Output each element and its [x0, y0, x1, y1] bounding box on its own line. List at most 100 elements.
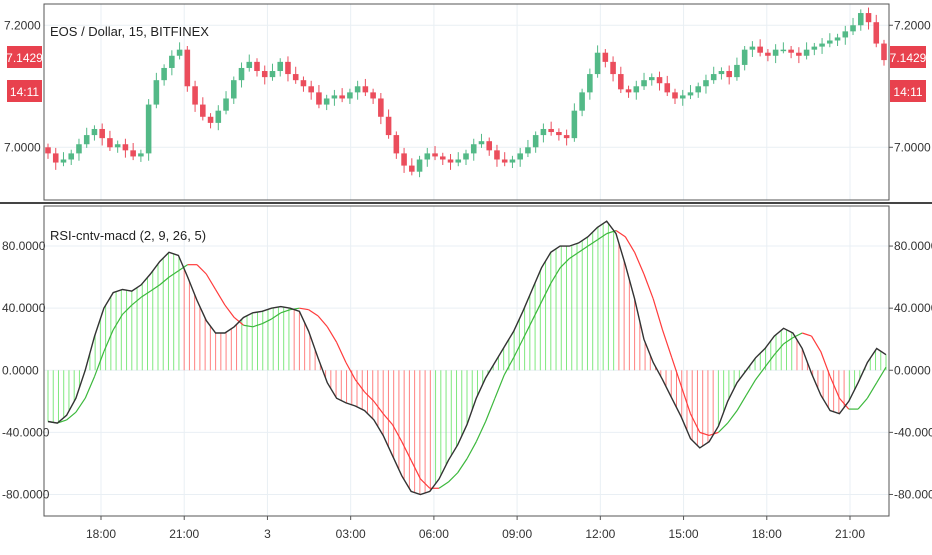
candle-body [76, 144, 82, 154]
candle-body [625, 89, 632, 93]
candle-body [827, 40, 833, 44]
candle-body [757, 46, 763, 53]
candle-body [192, 86, 198, 105]
signal-line-segment [783, 337, 794, 345]
signal-line-segment [643, 273, 654, 300]
signal-line-segment [252, 323, 263, 328]
signal-line-segment [289, 307, 300, 311]
candle-body [648, 77, 655, 81]
signal-line-segment [112, 314, 124, 331]
candle-body [772, 49, 779, 56]
candle-body [873, 22, 880, 44]
indicator-y-label-right: 40.0000 [894, 301, 932, 315]
indicator-y-label-right: 80.0000 [894, 239, 932, 253]
last-price-left: 7.1429 [6, 51, 43, 65]
candle-body [91, 128, 98, 136]
indicator-y-label-left: -40.0000 [2, 425, 50, 439]
signal-line-segment [615, 230, 626, 238]
candle-body [494, 150, 500, 160]
candle-body [587, 74, 593, 93]
candle-body [618, 74, 624, 90]
signal-line-segment [466, 441, 477, 460]
signal-line-segment [391, 424, 403, 442]
signal-line-segment [578, 245, 589, 253]
candle-body [726, 71, 732, 78]
candle-body [470, 144, 477, 154]
candle-body [656, 77, 663, 84]
indicator-lines-layer [47, 220, 887, 496]
price-y-label-right: 7.2000 [894, 18, 931, 32]
countdown-left: 14:11 [10, 85, 39, 99]
signal-line-segment [457, 458, 468, 474]
signal-line-segment [838, 397, 850, 410]
candle-body [385, 116, 392, 136]
signal-line-segment [299, 307, 309, 311]
signal-line-segment [745, 379, 757, 396]
signal-line-segment [699, 431, 710, 437]
x-tick-label: 12:00 [585, 527, 615, 541]
candle-body [641, 80, 647, 87]
candle-body [579, 92, 585, 111]
candle-body [517, 153, 523, 160]
candle-body [230, 80, 237, 99]
candle-body [540, 128, 547, 136]
signal-line-segment [382, 413, 393, 425]
candle-body [834, 37, 841, 41]
indicator-y-label-right: 0.0000 [894, 363, 931, 377]
signal-line-segment [773, 343, 785, 356]
candle-body [447, 159, 454, 163]
candle-body [424, 153, 431, 160]
candle-body [796, 52, 802, 56]
candle-body [68, 153, 75, 160]
signal-line-segment [736, 394, 747, 411]
signal-line-segment [802, 332, 812, 337]
signal-line-segment [159, 276, 170, 286]
price-y-label-left: 7.0000 [4, 140, 41, 154]
candle-body [246, 61, 253, 68]
indicator-pane-title: RSI-cntv-macd (2, 9, 26, 5) [50, 228, 206, 243]
candle-body [277, 61, 284, 72]
candle-body [354, 86, 361, 93]
signal-line-segment [438, 481, 449, 489]
candle-body [842, 31, 849, 38]
candle-body [393, 135, 400, 154]
candle-body [238, 67, 245, 81]
signal-line-segment [540, 283, 552, 303]
candle-body [478, 141, 485, 145]
candle-body [548, 128, 554, 133]
candle-body [780, 49, 787, 52]
candle-body [323, 98, 330, 105]
signal-line-segment [652, 298, 664, 331]
candle-body [261, 71, 268, 78]
signal-line-segment [317, 315, 328, 328]
signal-line-segment [168, 270, 179, 278]
candle-body [788, 49, 794, 53]
signal-line-segment [196, 264, 207, 275]
candle-body [865, 13, 872, 23]
candle-body [710, 74, 717, 81]
candle-body [122, 144, 129, 151]
signal-line-segment [810, 335, 822, 352]
candle-body [331, 95, 338, 99]
candle-body [114, 144, 121, 148]
signal-line-segment [717, 422, 729, 433]
candle-body [571, 110, 578, 139]
candle-body [532, 135, 539, 148]
signal-line-segment [150, 284, 161, 292]
indicator-y-label-right: -80.0000 [894, 487, 932, 501]
candle-body [687, 92, 694, 96]
candle-layer [45, 7, 887, 178]
signal-line-segment [66, 411, 77, 421]
candle-body [138, 153, 144, 157]
candle-body [563, 135, 570, 139]
price-y-label-left: 7.2000 [4, 18, 41, 32]
signal-line-segment [131, 296, 142, 306]
x-tick-label: 18:00 [752, 527, 782, 541]
signal-line-segment [661, 329, 673, 359]
candle-body [300, 80, 307, 87]
countdown-right: 14:11 [893, 85, 922, 99]
signal-line-segment [75, 397, 86, 413]
indicator-y-label-right: -40.0000 [894, 425, 932, 439]
candle-body [509, 159, 516, 163]
candle-body [811, 46, 818, 50]
